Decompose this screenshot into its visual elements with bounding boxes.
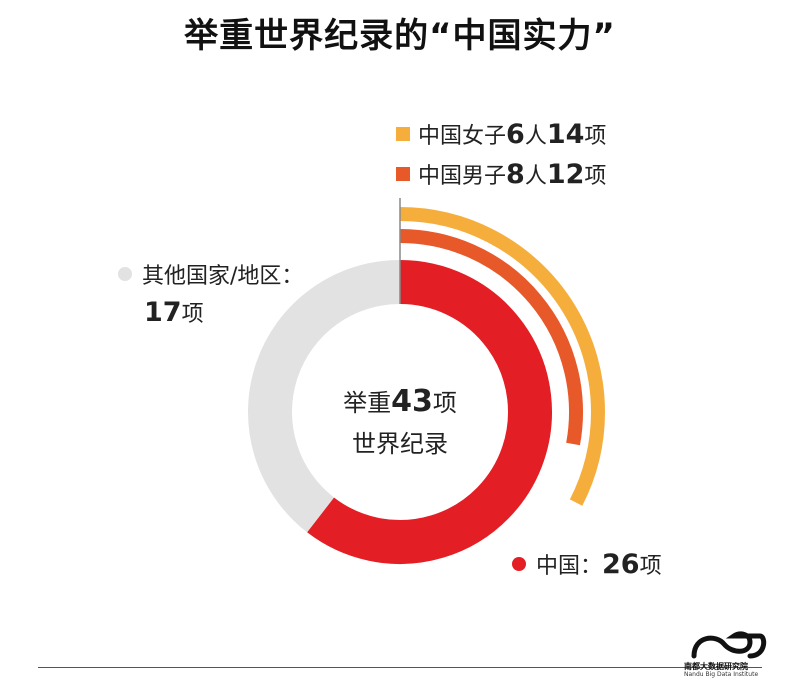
other-unit: 项 bbox=[181, 302, 204, 327]
china-value: 26 bbox=[602, 548, 640, 580]
legend-label-women: 中国女子 bbox=[418, 124, 507, 149]
legend-records-women: 14 bbox=[546, 118, 585, 150]
arc-china-men bbox=[399, 229, 583, 446]
institute-name-en: Nandu Big Data Institute bbox=[684, 671, 759, 678]
other-value: 17 bbox=[144, 297, 182, 328]
legend-athletes-men: 8 bbox=[506, 158, 525, 190]
other-label: 其他国家/地区： bbox=[118, 258, 303, 290]
donut-slice-china bbox=[307, 260, 552, 564]
china-label: 中国： 26 项 bbox=[512, 548, 662, 580]
center-unit: 项 bbox=[432, 389, 457, 417]
legend-label-men: 中国男子 bbox=[418, 164, 507, 189]
china-unit: 项 bbox=[639, 554, 662, 579]
other-label-text: 其他国家/地区： bbox=[142, 264, 304, 289]
institute-name: 南都大数据研究院 bbox=[684, 662, 748, 671]
center-number: 43 bbox=[391, 384, 433, 419]
legend-athletes-women: 6 bbox=[506, 118, 525, 150]
center-caption: 世界纪录 bbox=[352, 430, 448, 458]
legend-records-unit-women: 项 bbox=[584, 124, 607, 149]
donut-slice-other bbox=[248, 260, 401, 533]
legend-item-women: 中国女子 6 人 14 项 bbox=[396, 118, 607, 150]
legend-records-men: 12 bbox=[546, 158, 585, 190]
center-prefix: 举重 bbox=[343, 389, 392, 417]
center-total: 举重 43 项 bbox=[300, 383, 500, 419]
china-label-text: 中国： bbox=[536, 554, 603, 579]
other-value-row: 17 项 bbox=[144, 296, 204, 328]
legend-athletes-unit-women: 人 bbox=[524, 124, 547, 149]
china-dot bbox=[512, 557, 526, 571]
legend-swatch-men bbox=[396, 167, 410, 181]
legend-item-men: 中国男子 8 人 12 项 bbox=[396, 158, 607, 190]
other-dot bbox=[118, 267, 132, 281]
legend-swatch-women bbox=[396, 127, 410, 141]
chart-title: 举重世界纪录的“中国实力” bbox=[184, 16, 616, 56]
legend-athletes-unit-men: 人 bbox=[524, 164, 547, 189]
footer-divider bbox=[38, 667, 762, 668]
arc-china-women bbox=[399, 207, 605, 506]
institute-logo-icon bbox=[691, 631, 767, 659]
legend-records-unit-men: 项 bbox=[584, 164, 607, 189]
